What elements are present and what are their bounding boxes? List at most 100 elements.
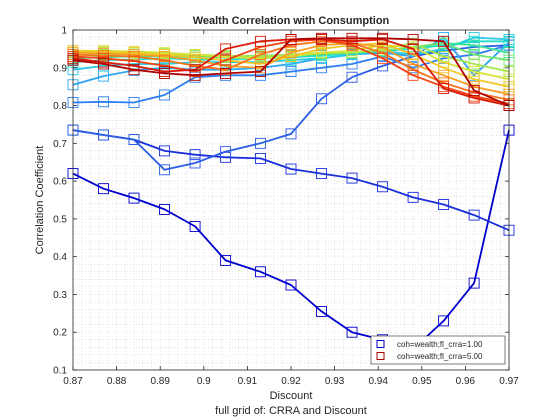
data-point-marker	[159, 145, 171, 157]
data-point-marker	[98, 58, 109, 70]
legend-marker-crra-5	[376, 352, 385, 360]
data-point-marker	[438, 69, 450, 81]
x-tick-label: 0.91	[238, 376, 258, 387]
x-tick-label: 0.97	[499, 376, 519, 387]
data-point-marker	[255, 49, 266, 61]
data-point-marker	[220, 54, 232, 66]
data-point-marker	[189, 149, 201, 161]
data-point-marker	[189, 69, 201, 81]
legend-marker-crra-1	[376, 340, 385, 348]
data-point-marker	[438, 62, 450, 74]
data-point-marker	[220, 254, 232, 266]
data-point-marker	[128, 97, 140, 108]
data-point-marker	[255, 266, 266, 278]
y-tick-label: 0.2	[53, 328, 67, 339]
x-tick-label: 0.92	[281, 376, 301, 387]
y-tick-label: 0.9	[53, 63, 67, 74]
series-line	[72, 36, 510, 71]
y-tick-label: 0.3	[53, 290, 67, 301]
data-point-marker	[316, 93, 327, 105]
axis-ticks: 0.87 0.88 0.89 0.9 0.91 0.92 0.93 0.94 0.95 0.96 0…	[53, 26, 519, 388]
series-line	[72, 40, 510, 101]
data-point-marker	[438, 35, 450, 47]
data-point-marker	[159, 67, 171, 79]
x-tick-label: 0.96	[456, 376, 476, 387]
data-point-marker	[346, 172, 358, 184]
series-line	[72, 38, 510, 105]
data-point-marker	[159, 164, 171, 176]
data-point-marker	[346, 58, 358, 70]
data-point-marker	[407, 33, 419, 45]
data-point-marker	[438, 199, 450, 210]
data-point-marker	[377, 181, 389, 193]
data-point-marker	[189, 157, 201, 169]
series-line	[72, 44, 510, 104]
data-point-marker	[220, 43, 232, 55]
data-point-marker	[285, 163, 297, 175]
data-point-marker	[468, 209, 480, 221]
x-tick-label: 0.93	[325, 376, 345, 387]
x-tick-label: 0.88	[107, 376, 127, 387]
data-point-marker	[285, 66, 297, 78]
data-point-marker	[128, 134, 140, 146]
y-axis-label: Correlation Coefficient	[34, 146, 46, 255]
y-tick-label: 0.1	[53, 366, 67, 377]
data-point-marker	[407, 43, 419, 55]
data-point-marker	[255, 66, 266, 78]
data-point-marker	[468, 84, 480, 96]
data-point-marker	[468, 49, 480, 61]
series-line	[72, 37, 510, 107]
y-tick-label: 1	[61, 26, 67, 37]
data-point-marker	[316, 32, 327, 44]
data-point-marker	[468, 58, 480, 70]
data-point-marker	[377, 60, 389, 72]
data-point-marker	[128, 192, 140, 204]
y-tick-label: 0.5	[53, 214, 67, 225]
y-tick-label: 0.6	[53, 177, 67, 188]
series-line	[72, 129, 510, 232]
data-point-marker	[377, 32, 389, 44]
data-point-marker	[468, 277, 480, 289]
data-point-marker	[285, 47, 297, 59]
data-point-marker	[438, 315, 450, 327]
data-point-marker	[98, 129, 109, 141]
data-point-marker	[468, 92, 480, 104]
chart-title: Wealth Correlation with Consumption	[193, 15, 390, 27]
legend-label-crra-1: coh=wealth;fl_crra=1.00	[397, 340, 483, 349]
data-point-marker	[285, 128, 297, 140]
data-point-marker	[128, 64, 140, 76]
data-point-marker	[159, 89, 171, 101]
legend-box	[370, 335, 506, 365]
data-point-marker	[468, 39, 480, 51]
data-point-marker	[316, 168, 327, 180]
x-tick-label: 0.94	[368, 376, 388, 387]
data-point-marker	[255, 152, 266, 164]
y-tick-label: 0.4	[53, 252, 67, 263]
data-point-marker	[316, 305, 327, 317]
data-point-marker	[468, 73, 480, 85]
data-point-marker	[285, 279, 297, 291]
data-point-marker	[255, 137, 266, 149]
x-tick-label: 0.89	[150, 376, 170, 387]
x-axis-label: Discount	[270, 390, 313, 402]
data-point-marker	[407, 69, 419, 81]
data-point-marker	[407, 191, 419, 203]
plot-area	[73, 30, 509, 370]
series-line	[72, 129, 510, 351]
figure-caption: full grid of: CRRA and Discount	[215, 405, 367, 417]
data-point-marker	[220, 67, 232, 79]
x-tick-label: 0.9	[197, 376, 211, 387]
x-tick-label: 0.87	[63, 376, 83, 387]
data-point-marker	[377, 52, 389, 64]
data-point-marker	[346, 326, 358, 338]
data-point-marker	[220, 146, 232, 158]
y-tick-label: 0.7	[53, 139, 67, 150]
data-point-marker	[255, 35, 266, 47]
series-line	[72, 42, 510, 88]
series-group	[67, 32, 515, 355]
series-16	[67, 32, 515, 112]
legend-label-crra-5: coh=wealth;fl_crra=5.00	[397, 352, 483, 361]
data-point-marker	[98, 183, 109, 195]
data-point-marker	[346, 32, 358, 44]
